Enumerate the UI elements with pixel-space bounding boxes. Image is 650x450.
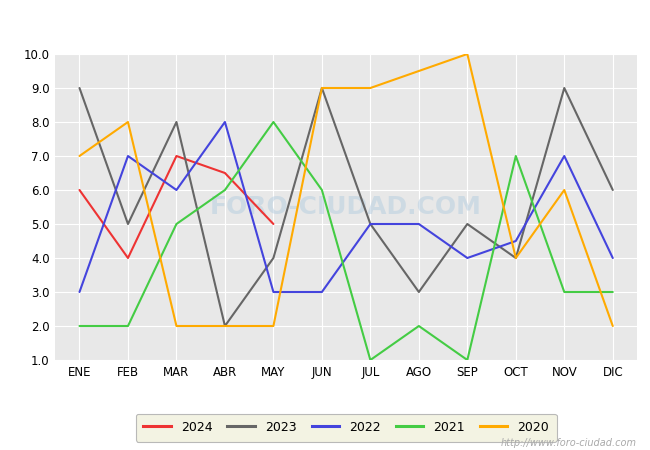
Text: Matriculaciones de Vehiculos en La Pobla de Montornès: Matriculaciones de Vehiculos en La Pobla… bbox=[103, 13, 547, 28]
Text: FORO-CIUDAD.COM: FORO-CIUDAD.COM bbox=[210, 195, 482, 219]
Text: http://www.foro-ciudad.com: http://www.foro-ciudad.com bbox=[501, 438, 637, 448]
Legend: 2024, 2023, 2022, 2021, 2020: 2024, 2023, 2022, 2021, 2020 bbox=[136, 414, 556, 442]
